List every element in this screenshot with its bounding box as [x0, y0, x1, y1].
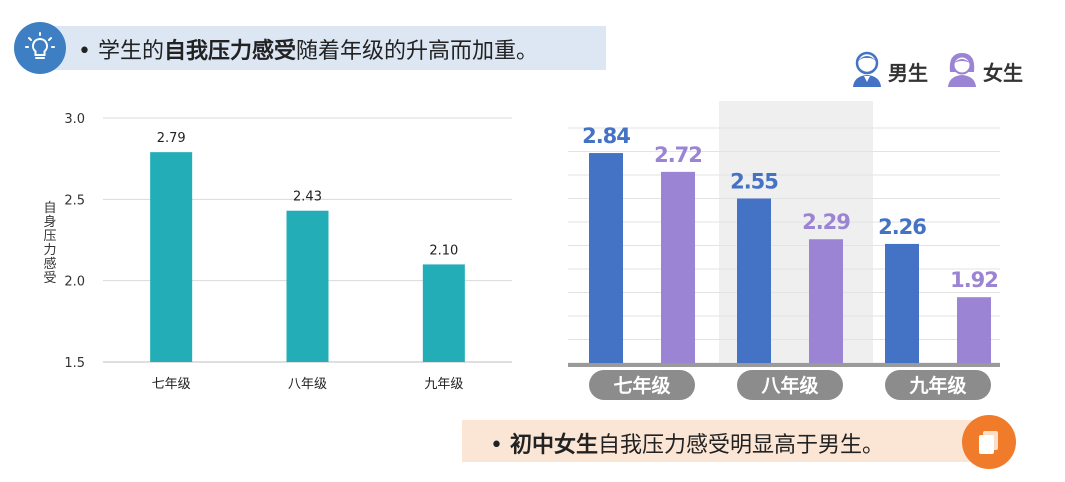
y-tick-label: 1.5	[64, 356, 85, 371]
bar	[589, 153, 623, 363]
top-banner-bold: 自我压力感受	[164, 39, 297, 64]
top-banner-pre: 学生的	[97, 39, 164, 64]
bar	[286, 210, 329, 362]
legend-male: 男生	[850, 50, 928, 92]
bottom-banner-post: 自我压力感受明显高于男生。	[598, 433, 885, 458]
x-tick-label: 七年级	[152, 377, 191, 392]
bottom-banner-bold: 初中女生	[509, 433, 598, 458]
bar	[809, 239, 843, 363]
bottom-banner	[462, 420, 982, 462]
category-pill	[737, 370, 843, 400]
document-icon	[962, 415, 1016, 469]
data-label: 2.55	[730, 170, 778, 194]
x-tick-label: 九年级	[424, 377, 463, 392]
top-banner-text: • 学生的自我压力感受随着年级的升高而加重。	[78, 33, 538, 65]
legend-female-label: 女生	[983, 60, 1023, 85]
top-banner	[28, 26, 606, 70]
data-label: 2.72	[654, 143, 702, 167]
y-tick-label: 3.0	[64, 112, 85, 127]
lightbulb-icon	[14, 22, 66, 74]
bar	[661, 171, 695, 363]
legend-female: 女生	[945, 50, 1023, 92]
girl-icon	[945, 50, 979, 92]
top-banner-bullet: •	[78, 39, 91, 64]
legend-male-label: 男生	[888, 60, 928, 85]
data-label: 1.92	[950, 268, 998, 292]
data-label: 2.79	[157, 131, 186, 146]
y-axis-label: 自身压力感受	[43, 201, 56, 286]
bottom-banner-bullet: •	[490, 433, 503, 458]
x-tick-label: 八年级	[761, 374, 818, 397]
data-label: 2.43	[293, 190, 322, 205]
bar	[957, 297, 991, 363]
bar	[885, 243, 919, 363]
data-label: 2.26	[878, 215, 926, 239]
category-pill	[885, 370, 991, 400]
category-pill	[589, 370, 695, 400]
data-label: 2.84	[582, 124, 630, 148]
y-tick-label: 2.0	[64, 275, 85, 290]
boy-icon	[850, 50, 884, 92]
x-tick-label: 八年级	[288, 377, 327, 392]
data-label: 2.29	[802, 210, 850, 234]
bottom-banner-text: • 初中女生自我压力感受明显高于男生。	[490, 427, 884, 459]
top-banner-post: 随着年级的升高而加重。	[296, 39, 539, 64]
data-label: 2.10	[429, 243, 458, 258]
bar	[737, 198, 771, 363]
x-tick-label: 九年级	[908, 374, 966, 397]
bar	[422, 264, 465, 362]
bar	[150, 152, 193, 362]
x-tick-label: 七年级	[613, 374, 670, 397]
y-tick-label: 2.5	[64, 193, 85, 208]
